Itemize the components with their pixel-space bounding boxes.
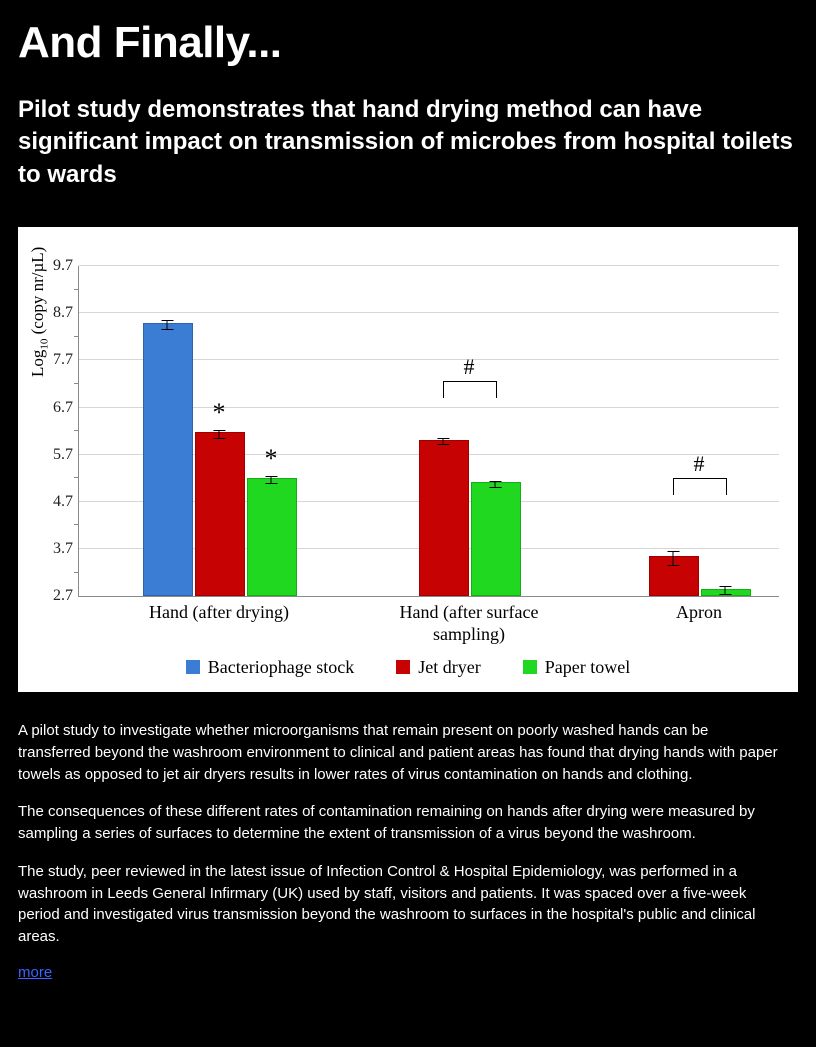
error-bar <box>443 438 444 445</box>
legend-swatch <box>523 660 537 674</box>
y-tick-label: 8.7 <box>39 304 73 322</box>
error-bar <box>167 320 168 329</box>
error-bar <box>219 430 220 439</box>
significance-mark: * <box>265 444 278 474</box>
bracket-label: # <box>694 451 705 477</box>
y-tick-minor <box>74 524 79 525</box>
bar <box>143 323 193 596</box>
page-title: And Finally... <box>18 18 798 68</box>
significance-mark: * <box>213 398 226 428</box>
y-tick-label: 4.7 <box>39 493 73 511</box>
y-tick-minor <box>74 336 79 337</box>
bar <box>419 440 469 597</box>
plot-area: 2.73.74.75.76.77.78.79.7**Hand (after dr… <box>78 266 779 597</box>
gridline <box>79 312 779 313</box>
comparison-bracket <box>673 478 727 495</box>
gridline <box>79 265 779 266</box>
y-tick-minor <box>74 477 79 478</box>
legend-swatch <box>396 660 410 674</box>
bar <box>195 432 245 596</box>
bar <box>247 478 297 596</box>
legend: Bacteriophage stock Jet dryer Paper towel <box>18 657 798 678</box>
x-category-label: Hand (after drying) <box>149 602 289 624</box>
y-tick-label: 5.7 <box>39 446 73 464</box>
y-tick-label: 3.7 <box>39 540 73 558</box>
y-tick-minor <box>74 430 79 431</box>
more-link[interactable]: more <box>18 964 52 981</box>
error-bar <box>673 551 674 565</box>
y-tick-minor <box>74 289 79 290</box>
page-root: And Finally... Pilot study demonstrates … <box>0 0 816 1012</box>
bracket-label: # <box>464 354 475 380</box>
error-bar <box>725 586 726 595</box>
y-tick-minor <box>74 572 79 573</box>
legend-item: Paper towel <box>523 657 630 678</box>
legend-item: Jet dryer <box>396 657 480 678</box>
article-body: A pilot study to investigate whether mic… <box>18 720 798 948</box>
legend-swatch <box>186 660 200 674</box>
error-bar <box>271 476 272 484</box>
article-paragraph: A pilot study to investigate whether mic… <box>18 720 778 785</box>
y-tick-label: 9.7 <box>39 257 73 275</box>
article-paragraph: The study, peer reviewed in the latest i… <box>18 861 778 948</box>
y-tick-label: 7.7 <box>39 351 73 369</box>
y-tick-label: 2.7 <box>39 587 73 605</box>
y-tick-minor <box>74 383 79 384</box>
article-paragraph: The consequences of these different rate… <box>18 801 778 845</box>
page-subheading: Pilot study demonstrates that hand dryin… <box>18 94 798 191</box>
error-bar <box>495 481 496 489</box>
bar <box>649 556 699 596</box>
x-category-label: Apron <box>676 602 722 624</box>
y-tick-label: 6.7 <box>39 399 73 417</box>
bar-chart: Log10 (copy nr/µL) 2.73.74.75.76.77.78.7… <box>18 227 798 692</box>
comparison-bracket <box>443 381 497 398</box>
legend-item: Bacteriophage stock <box>186 657 354 678</box>
bar <box>471 482 521 596</box>
x-category-label: Hand (after surfacesampling) <box>400 602 539 645</box>
